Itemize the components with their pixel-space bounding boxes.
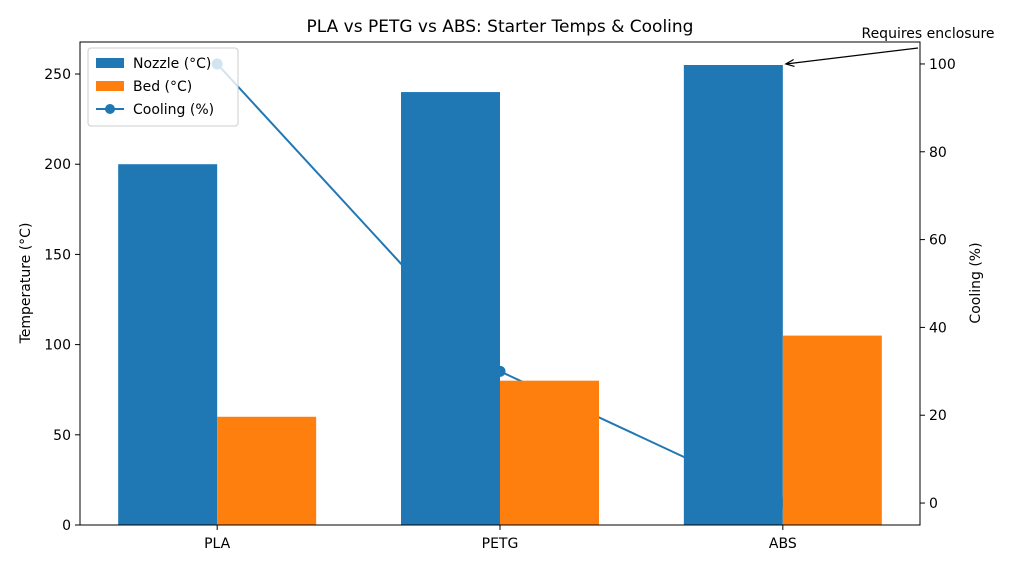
bar bbox=[782, 335, 882, 525]
y-tick-label: 50 bbox=[53, 428, 71, 444]
bar bbox=[217, 416, 317, 525]
legend-label: Nozzle (°C) bbox=[133, 56, 211, 72]
y2-tick-label: 0 bbox=[929, 496, 938, 512]
bar bbox=[683, 65, 783, 525]
x-tick-label: ABS bbox=[769, 536, 797, 552]
y-tick-label: 200 bbox=[44, 157, 71, 173]
annotation-arrow bbox=[785, 47, 919, 65]
legend-swatch bbox=[96, 58, 124, 68]
y2-axis-label: Cooling (%) bbox=[968, 242, 984, 323]
legend-marker bbox=[105, 104, 115, 114]
y-tick-label: 150 bbox=[44, 247, 71, 263]
y2-tick-label: 60 bbox=[929, 233, 947, 249]
legend-label: Cooling (%) bbox=[133, 102, 214, 118]
legend-box bbox=[87, 47, 239, 127]
y2-tick-label: 80 bbox=[929, 145, 947, 161]
y2-tick-label: 100 bbox=[929, 57, 956, 73]
y-tick-label: 250 bbox=[44, 67, 71, 83]
y2-tick-label: 40 bbox=[929, 320, 947, 336]
annotation-arrowhead bbox=[784, 59, 795, 68]
x-tick-label: PLA bbox=[204, 536, 231, 552]
y-tick-label: 100 bbox=[44, 338, 71, 354]
annotation: Requires enclosure bbox=[861, 26, 994, 42]
bar bbox=[500, 380, 599, 525]
chart-title: PLA vs PETG vs ABS: Starter Temps & Cool… bbox=[307, 17, 694, 37]
y-axis-label: Temperature (°C) bbox=[18, 223, 34, 345]
y-tick-label: 0 bbox=[62, 518, 71, 534]
y2-tick-label: 20 bbox=[929, 408, 947, 424]
bar bbox=[401, 92, 500, 525]
x-tick-label: PETG bbox=[482, 536, 519, 552]
legend-swatch bbox=[96, 81, 124, 91]
bar bbox=[118, 164, 218, 525]
legend-label: Bed (°C) bbox=[133, 79, 192, 95]
